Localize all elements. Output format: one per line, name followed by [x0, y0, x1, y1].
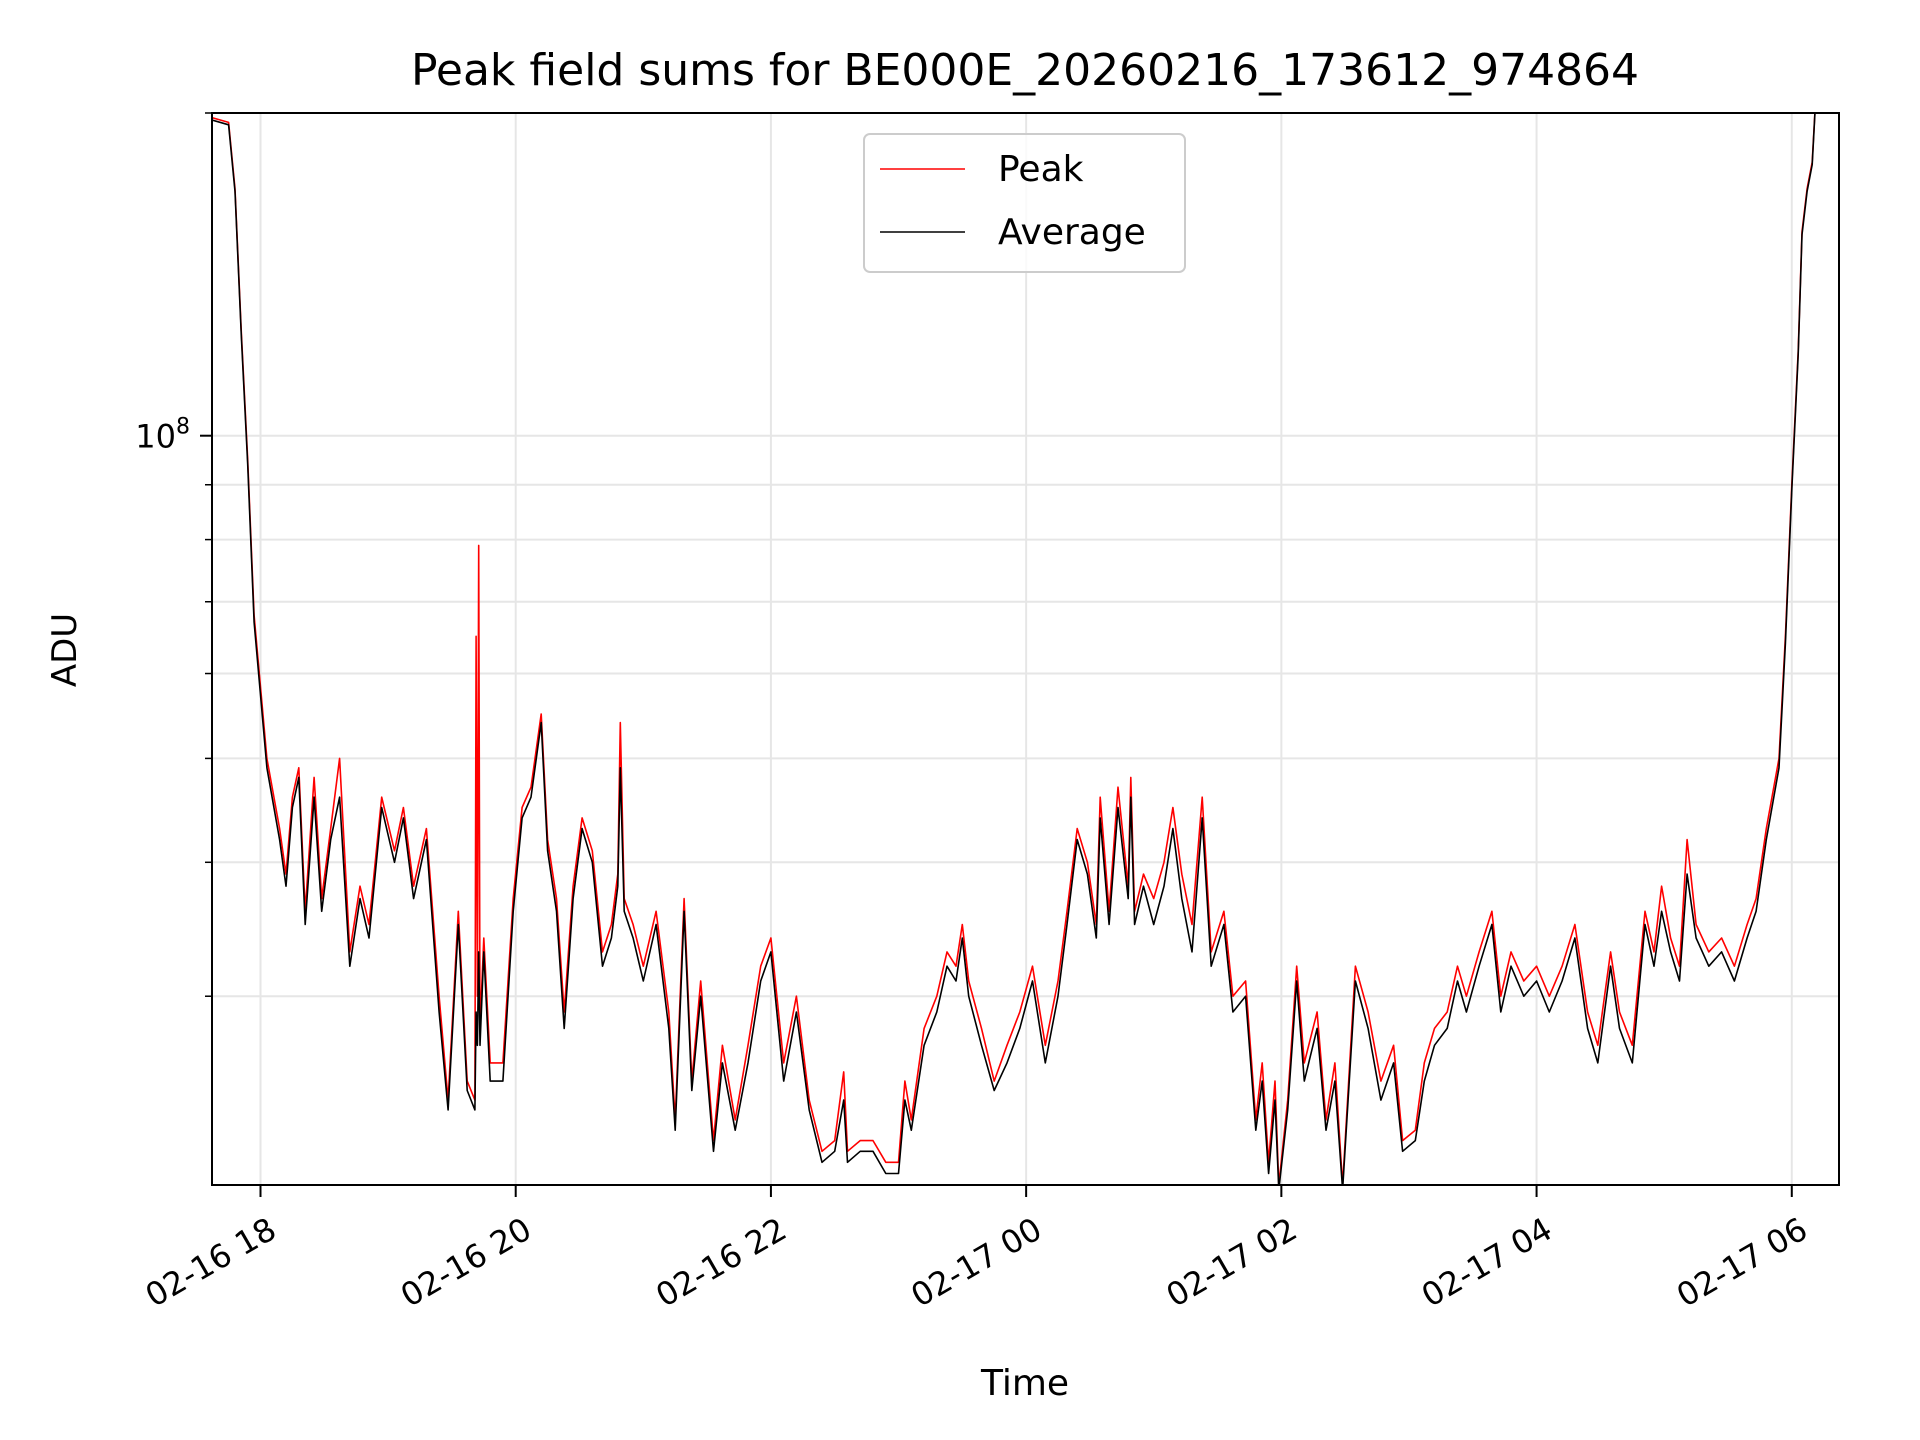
y-axis-label: ADU	[45, 613, 85, 687]
legend-label-peak: Peak	[998, 149, 1084, 190]
series-line-average	[212, 113, 1816, 1185]
chart-title: Peak field sums for BE000E_20260216_1736…	[411, 45, 1639, 96]
y-tick-label: 108	[135, 415, 190, 456]
series-layer	[212, 113, 1816, 1185]
legend-label-average: Average	[998, 212, 1146, 253]
series-line-peak	[212, 113, 1816, 1185]
grid	[212, 112, 1839, 1185]
legend: Peak Average	[863, 133, 1186, 273]
x-axis-label: Time	[980, 1363, 1069, 1404]
y-axis-label-group: ADU	[45, 613, 85, 687]
